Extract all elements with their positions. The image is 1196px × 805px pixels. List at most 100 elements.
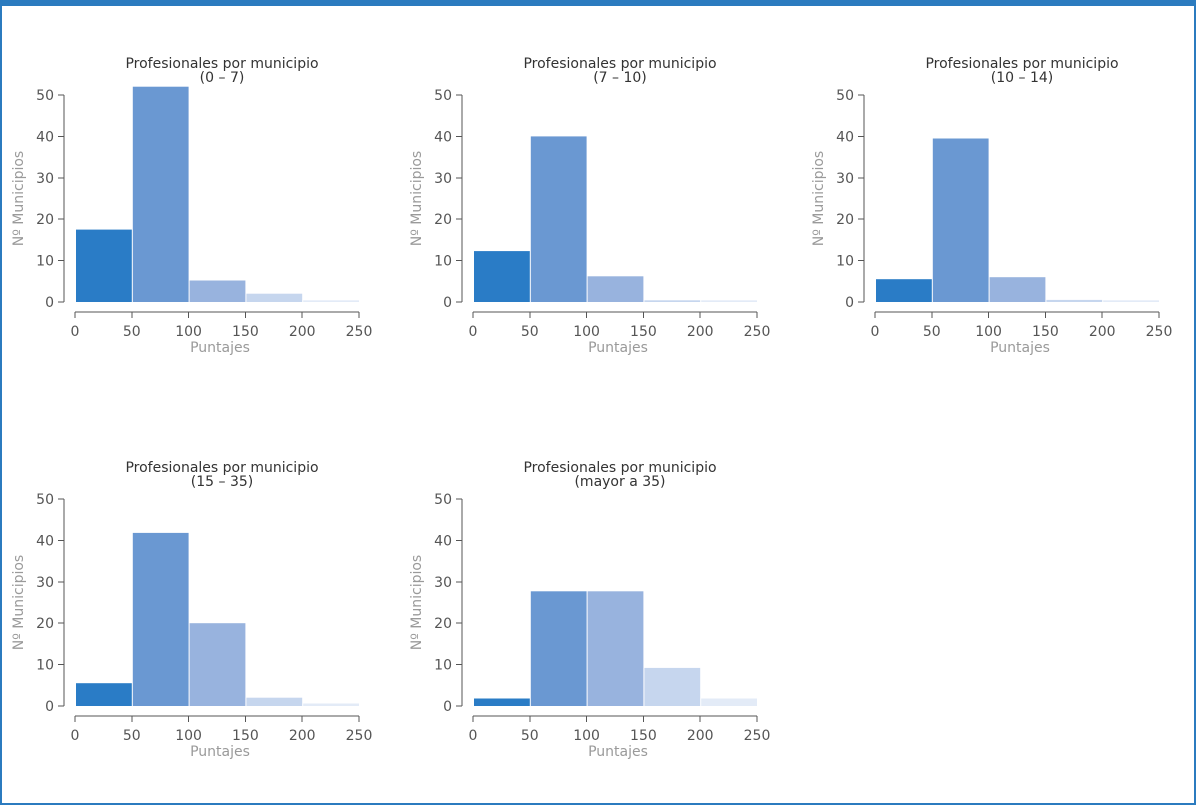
histogram-bar-150-200 — [246, 293, 303, 302]
y-tick-label: 40 — [836, 129, 854, 145]
chart-svg: Profesionales por municipio(mayor a 35) 0… — [409, 460, 771, 760]
y-tick-label: 50 — [434, 88, 452, 104]
histogram-bar-200-250 — [701, 698, 757, 706]
histogram-chart-3: Profesionales por municipio (10 – 14) 0 10 2… — [800, 40, 1190, 375]
y-tick-label: 50 — [36, 88, 54, 104]
histogram-bar-50-100 — [932, 138, 989, 302]
y-tick-label: 50 — [434, 492, 452, 508]
y-tick-label: 50 — [836, 88, 854, 104]
y-tick-label: 30 — [836, 171, 854, 187]
y-tick-label: 0 — [443, 699, 452, 715]
x-tick-label: 250 — [346, 324, 373, 340]
x-tick-label: 200 — [289, 324, 316, 340]
y-tick-label: 30 — [434, 575, 452, 591]
x-axis-label: Puntajes — [588, 744, 648, 760]
y-tick-label: 40 — [434, 129, 452, 145]
x-tick-label: 250 — [744, 324, 771, 340]
x-tick-label: 100 — [573, 324, 600, 340]
y-tick-label: 20 — [836, 212, 854, 228]
x-tick-label: 150 — [232, 324, 259, 340]
histogram-bar-0-50 — [76, 683, 132, 706]
chart-subtitle: (10 – 14) — [991, 70, 1053, 86]
chart-svg: Profesionales por municipio(7 – 10) 0 10 20… — [409, 56, 771, 356]
x-tick-label: 50 — [123, 728, 141, 744]
x-tick-label: 0 — [469, 324, 478, 340]
x-tick-label: 150 — [630, 324, 657, 340]
histogram-bar-100-150 — [189, 623, 246, 706]
x-tick-label: 50 — [923, 324, 941, 340]
chart-title: Profesionales por municipio — [925, 56, 1118, 72]
y-tick-label: 30 — [36, 575, 54, 591]
chart-title: Profesionales por municipio — [523, 56, 716, 72]
y-tick-label: 20 — [36, 616, 54, 632]
y-tick-label: 40 — [36, 129, 54, 145]
y-tick-label: 50 — [36, 492, 54, 508]
x-tick-label: 50 — [521, 324, 539, 340]
histogram-bar-100-150 — [989, 277, 1046, 302]
histogram-bar-50-100 — [530, 136, 587, 302]
histogram-bar-50-100 — [132, 86, 189, 302]
x-tick-label: 150 — [1032, 324, 1059, 340]
chart-subtitle: (0 – 7) — [200, 70, 245, 86]
y-axis-label: Nº Municipios — [811, 151, 827, 246]
chart-svg: Profesionales por municipio(10 – 14) 0 10 2… — [811, 56, 1173, 356]
x-tick-label: 200 — [687, 728, 714, 744]
chart-subtitle: (mayor a 35) — [574, 474, 665, 490]
x-axis-label: Puntajes — [190, 340, 250, 356]
chart-title: Profesionales por municipio — [125, 460, 318, 476]
chart-title: Profesionales por municipio — [523, 460, 716, 476]
y-tick-label: 10 — [36, 254, 54, 270]
histogram-bar-200-250 — [303, 703, 359, 706]
y-tick-label: 40 — [36, 533, 54, 549]
histogram-bar-200-250 — [1103, 300, 1159, 302]
y-axis-label: Nº Municipios — [409, 151, 425, 246]
y-tick-label: 30 — [434, 171, 452, 187]
y-tick-label: 10 — [36, 658, 54, 674]
x-axis-label: Puntajes — [990, 340, 1050, 356]
y-tick-label: 10 — [434, 254, 452, 270]
histogram-bar-100-150 — [587, 591, 644, 706]
y-tick-label: 20 — [36, 212, 54, 228]
x-tick-label: 0 — [71, 728, 80, 744]
y-tick-label: 30 — [36, 171, 54, 187]
histogram-bar-150-200 — [644, 300, 701, 302]
x-tick-label: 200 — [1089, 324, 1116, 340]
histogram-bar-150-200 — [644, 667, 701, 706]
y-tick-label: 40 — [434, 533, 452, 549]
x-tick-label: 100 — [175, 728, 202, 744]
y-tick-label: 0 — [443, 295, 452, 311]
y-tick-label: 0 — [45, 699, 54, 715]
x-tick-label: 250 — [346, 728, 373, 744]
histogram-bar-0-50 — [76, 229, 132, 302]
y-tick-label: 0 — [45, 295, 54, 311]
histogram-bar-0-50 — [474, 698, 530, 706]
x-axis-label: Puntajes — [190, 744, 250, 760]
x-tick-label: 200 — [687, 324, 714, 340]
chart-svg: Profesionales por municipio(15 – 35) 0 10 2… — [11, 460, 373, 760]
histogram-bar-100-150 — [189, 280, 246, 302]
histogram-bar-100-150 — [587, 276, 644, 302]
histogram-chart-4: Profesionales por municipio (15 – 35) 0 10 2… — [0, 444, 390, 779]
chart-subtitle: (7 – 10) — [593, 70, 647, 86]
y-tick-label: 10 — [434, 658, 452, 674]
x-tick-label: 0 — [71, 324, 80, 340]
x-tick-label: 0 — [871, 324, 880, 340]
y-axis-label: Nº Municipios — [409, 555, 425, 650]
histogram-chart-5: Profesionales por municipio (mayor a 35) 0… — [398, 444, 788, 779]
y-tick-label: 0 — [845, 295, 854, 311]
x-tick-label: 250 — [744, 728, 771, 744]
histogram-bar-150-200 — [1046, 299, 1103, 302]
x-tick-label: 250 — [1146, 324, 1173, 340]
y-tick-label: 10 — [836, 254, 854, 270]
histogram-bar-200-250 — [701, 300, 757, 302]
y-tick-label: 20 — [434, 616, 452, 632]
x-tick-label: 100 — [573, 728, 600, 744]
x-tick-label: 100 — [975, 324, 1002, 340]
histogram-bar-0-50 — [474, 251, 530, 302]
x-tick-label: 50 — [521, 728, 539, 744]
y-tick-label: 20 — [434, 212, 452, 228]
histogram-bar-0-50 — [876, 279, 932, 302]
histogram-chart-1: Profesionales por municipio (0 – 7) 0 10 20 3… — [0, 40, 390, 375]
chart-title: Profesionales por municipio — [125, 56, 318, 72]
histogram-bar-150-200 — [246, 697, 303, 706]
